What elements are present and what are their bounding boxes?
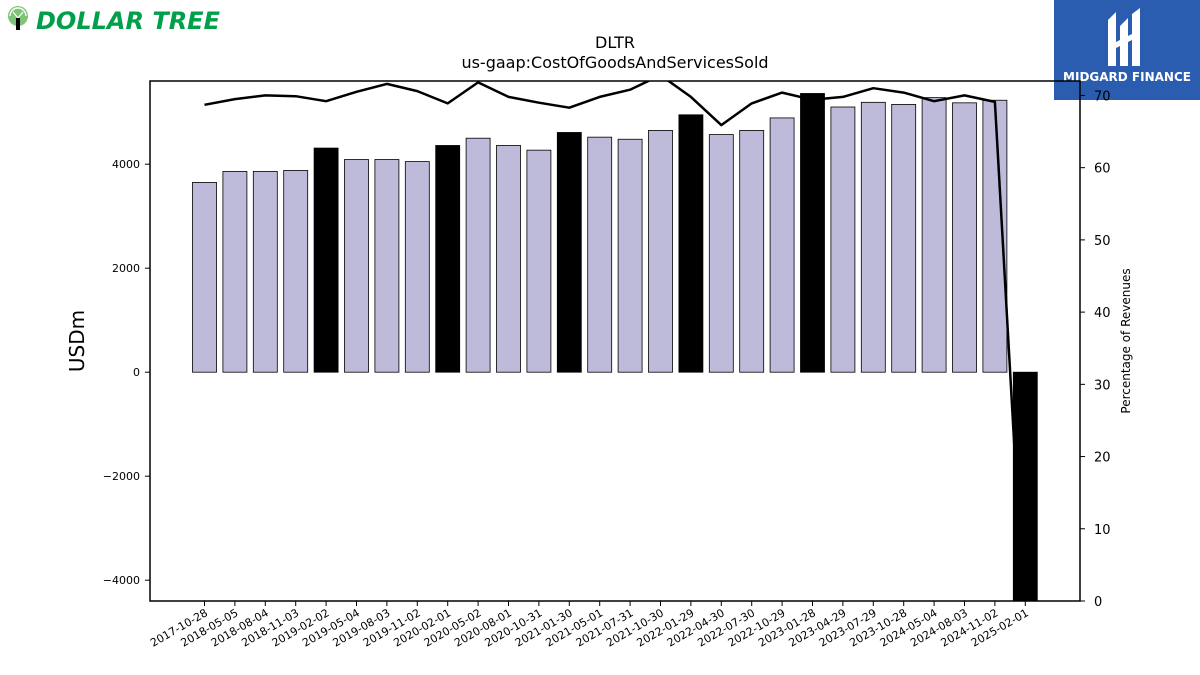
bar-2022-07-30 (739, 129, 765, 373)
right-tick-label: 50 (1094, 234, 1111, 249)
dollar-tree-logo-text: DOLLAR TREE (36, 7, 221, 35)
left-tick-label: 0 (133, 366, 140, 379)
plot-frame (149, 80, 1081, 602)
bar-2021-01-30 (556, 132, 582, 373)
x-axis: 2017-10-282018-05-052018-08-042018-11-03… (148, 601, 1031, 650)
bar-2021-05-01 (587, 136, 613, 373)
bar-2023-10-28 (891, 104, 917, 373)
tree-icon (8, 6, 28, 30)
right-tick-label: 70 (1094, 89, 1111, 104)
right-tick-label: 10 (1094, 523, 1111, 538)
midgard-finance-logo-graphic: MIDGARD FINANCE (1054, 0, 1200, 100)
bar-2024-08-03 (952, 102, 977, 373)
bar-2018-05-05 (222, 171, 248, 373)
bar-2020-05-02 (465, 137, 491, 373)
bar-2020-08-01 (496, 145, 521, 373)
bar-2023-01-28 (800, 93, 825, 373)
bar-2019-05-04 (344, 159, 369, 373)
bar-2018-11-03 (283, 170, 309, 373)
percentage-line (204, 81, 1025, 601)
left-tick-label: 4000 (112, 158, 140, 171)
bar-2017-10-28 (192, 181, 217, 373)
bar-2022-01-29 (678, 114, 704, 373)
right-tick-label: 60 (1094, 162, 1111, 177)
right-tick-label: 30 (1094, 378, 1111, 393)
midgard-finance-logo: MIDGARD FINANCE (1054, 0, 1200, 100)
bar-2022-10-29 (769, 117, 795, 373)
left-y-axis: −4000 −2000 0 2000 4000 (103, 158, 150, 587)
chart-subtitle: us-gaap:CostOfGoodsAndServicesSold (461, 53, 768, 72)
midgard-logo-text: MIDGARD FINANCE (1063, 70, 1191, 84)
bar-2023-04-29 (830, 106, 856, 373)
right-tick-label: 40 (1094, 306, 1111, 321)
bar-2019-08-03 (374, 159, 400, 373)
chart-title: DLTR (595, 33, 635, 52)
bar-2019-11-02 (404, 161, 430, 373)
left-tick-label: −4000 (103, 574, 140, 587)
bar-2020-10-31 (526, 149, 552, 373)
bar-2021-10-30 (648, 129, 673, 373)
bar-2024-05-04 (921, 97, 947, 373)
bar-2022-04-30 (708, 134, 734, 373)
bar-2018-08-04 (252, 171, 278, 373)
dollar-tree-logo-graphic: DOLLAR TREE (8, 6, 221, 35)
dollar-tree-logo: DOLLAR TREE (4, 4, 254, 36)
left-tick-label: −2000 (103, 470, 140, 483)
bar-2019-02-02 (313, 147, 339, 373)
bar-2023-07-29 (860, 101, 886, 373)
left-tick-label: 2000 (112, 262, 140, 275)
right-tick-label: 20 (1094, 451, 1111, 466)
bar-2020-02-01 (435, 145, 461, 373)
right-tick-label: 0 (1094, 595, 1102, 610)
midgard-emblem-icon (1108, 8, 1140, 66)
bar-2021-07-31 (617, 138, 643, 373)
right-y-axis-label: Percentage of Revenues (1119, 268, 1133, 413)
right-y-axis: 0 10 20 30 40 50 60 70 (1080, 89, 1111, 610)
left-y-axis-label: USDm (65, 310, 89, 372)
